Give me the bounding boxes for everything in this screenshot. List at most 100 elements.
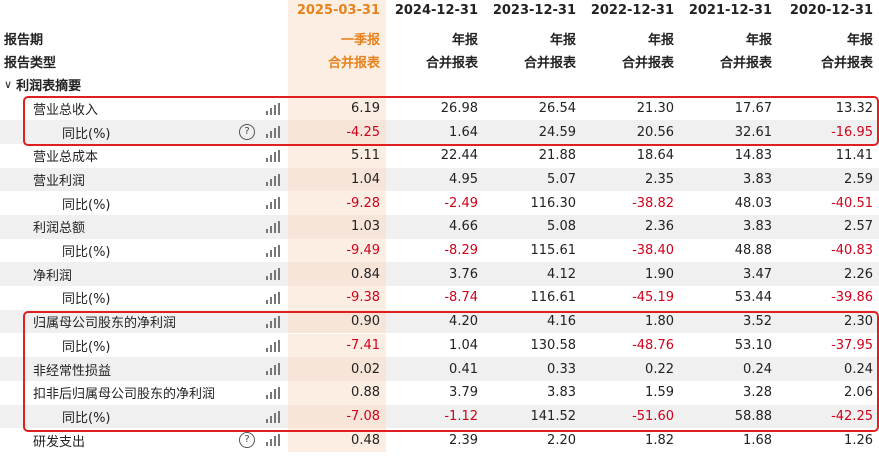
value-cell: 年报 — [745, 33, 772, 49]
bar-chart-icon[interactable] — [266, 221, 280, 233]
table-row: 归属母公司股东的净利润 0.90 4.20 4.16 1.80 3.52 2.30 — [0, 309, 879, 334]
bar-chart-icon[interactable] — [266, 197, 280, 210]
value-cell: 11.41 — [835, 148, 873, 164]
row-label-text: 净利润 — [33, 268, 73, 284]
value-cell: -7.41 — [288, 333, 386, 358]
value-cell: 53.10 — [734, 337, 772, 353]
row-label: 同比(%) — [0, 334, 288, 358]
row-label-text: 归属母公司股东的净利润 — [33, 316, 177, 332]
help-icon[interactable]: ? — [239, 432, 255, 449]
value-cell: 5.07 — [484, 167, 582, 192]
bar-chart-icon[interactable] — [266, 292, 280, 305]
period-header[interactable]: 2025-03-31 — [288, 0, 386, 27]
value-cell: -9.28 — [288, 191, 386, 215]
value-cell: 合并报表 — [820, 56, 873, 72]
row-label-text: 营业总成本 — [33, 150, 99, 166]
value-cell: 5.11 — [288, 143, 386, 168]
value-cell: 3.52 — [680, 309, 778, 334]
value-cell: -39.86 — [831, 290, 873, 306]
value-cell: 4.12 — [484, 262, 582, 287]
value-cell: 21.88 — [538, 148, 576, 164]
value-cell: 年报 — [647, 33, 674, 49]
table-row: 同比(%) -9.28 -2.49 116.30 -38.82 48.03 -40.51 — [0, 191, 879, 215]
bar-chart-icon[interactable] — [266, 126, 280, 139]
value-cell: 4.20 — [386, 309, 484, 334]
value-cell: 141.52 — [484, 404, 582, 429]
value-cell: 18.64 — [636, 148, 674, 164]
table-row: 营业总收入 6.19 26.98 26.54 21.30 17.67 13.32 — [0, 96, 879, 121]
empty-cell — [778, 73, 879, 96]
bar-chart-icon[interactable] — [266, 386, 280, 399]
value-cell: 48.88 — [734, 243, 772, 259]
value-cell: -2.49 — [444, 195, 478, 211]
value-cell: -48.76 — [632, 337, 674, 353]
table-row: 营业利润 1.04 4.95 5.07 2.35 3.83 2.59 — [0, 167, 879, 192]
value-cell: 116.30 — [530, 195, 577, 211]
value-cell: -51.60 — [582, 404, 680, 429]
help-icon[interactable]: ? — [239, 124, 255, 141]
value-cell: -42.25 — [778, 404, 879, 429]
value-cell: 0.02 — [288, 357, 386, 381]
value-cell: 2.20 — [547, 432, 576, 448]
bar-chart-icon[interactable] — [266, 173, 280, 186]
bar-chart-icon[interactable] — [266, 315, 280, 328]
row-label — [0, 0, 288, 27]
empty-cell — [484, 73, 582, 96]
value-cell: 21.30 — [636, 100, 674, 116]
table-row: 扣非后归属母公司股东的净利润 0.88 3.79 3.83 1.59 3.28 2.06 — [0, 380, 879, 405]
row-label-text: 利润总额 — [33, 221, 86, 237]
row-label-text: 营业总收入 — [33, 102, 99, 118]
period-header[interactable]: 2023-12-31 — [492, 3, 576, 18]
value-cell: -16.95 — [778, 120, 879, 144]
row-label-text: 扣非后归属母公司股东的净利润 — [33, 387, 216, 403]
bar-chart-icon[interactable] — [266, 410, 280, 423]
table-row: 利润总额 1.03 4.66 5.08 2.36 3.83 2.57 — [0, 215, 879, 239]
row-label: 报告类型 — [0, 50, 288, 74]
table-row: 同比(%) -9.38 -8.74 116.61 -45.19 53.44 -39.86 — [0, 286, 879, 310]
row-label-text: 同比(%) — [62, 126, 111, 142]
section-header[interactable]: ∨ 利润表摘要 — [0, 73, 288, 96]
period-header[interactable]: 2024-12-31 — [394, 3, 478, 18]
collapse-toggle-icon[interactable]: ∨ — [4, 78, 13, 91]
bar-chart-icon[interactable] — [266, 434, 280, 447]
value-cell: 20.56 — [582, 120, 680, 144]
bar-chart-icon[interactable] — [266, 102, 280, 115]
value-cell: 一季报 — [288, 27, 386, 51]
value-cell: 32.61 — [680, 120, 778, 144]
value-cell: 116.61 — [530, 290, 577, 306]
row-label: 扣非后归属母公司股东的净利润 — [0, 381, 288, 405]
value-cell: 3.83 — [680, 215, 778, 239]
period-header[interactable]: 2020-12-31 — [789, 3, 873, 18]
value-cell: 2.35 — [582, 167, 680, 192]
value-cell: 1.26 — [844, 432, 873, 448]
empty-cell — [582, 73, 680, 96]
bar-chart-icon[interactable] — [266, 363, 280, 376]
value-cell: -1.12 — [386, 404, 484, 429]
value-cell: -38.40 — [632, 243, 674, 259]
row-label: 同比(%) — [0, 286, 288, 310]
row-label-text: 报告类型 — [4, 56, 57, 72]
value-cell: 14.83 — [734, 148, 772, 164]
row-label: 同比(%) — [0, 404, 288, 429]
period-header[interactable]: 2022-12-31 — [590, 3, 674, 18]
period-label: 报告期 — [4, 33, 44, 49]
value-cell: 2.30 — [778, 309, 879, 334]
value-cell: 1.04 — [449, 337, 478, 353]
bar-chart-icon[interactable] — [266, 268, 280, 281]
value-cell: 26.54 — [538, 100, 576, 116]
value-cell: 22.44 — [440, 148, 478, 164]
value-cell: -40.83 — [831, 243, 873, 259]
value-cell: 合并报表 — [425, 56, 478, 72]
bar-chart-icon[interactable] — [266, 339, 280, 352]
empty-cell — [386, 73, 484, 96]
value-cell: 0.88 — [288, 380, 386, 405]
row-label: 研发支出? — [0, 428, 288, 452]
value-cell: 6.19 — [288, 96, 386, 121]
bar-chart-icon[interactable] — [266, 244, 280, 257]
row-label-text: 非经常性损益 — [33, 363, 112, 379]
value-cell: 1.80 — [582, 309, 680, 334]
value-cell: -8.74 — [444, 290, 478, 306]
value-cell: 17.67 — [734, 100, 772, 116]
period-header[interactable]: 2021-12-31 — [688, 3, 772, 18]
bar-chart-icon[interactable] — [266, 149, 280, 162]
